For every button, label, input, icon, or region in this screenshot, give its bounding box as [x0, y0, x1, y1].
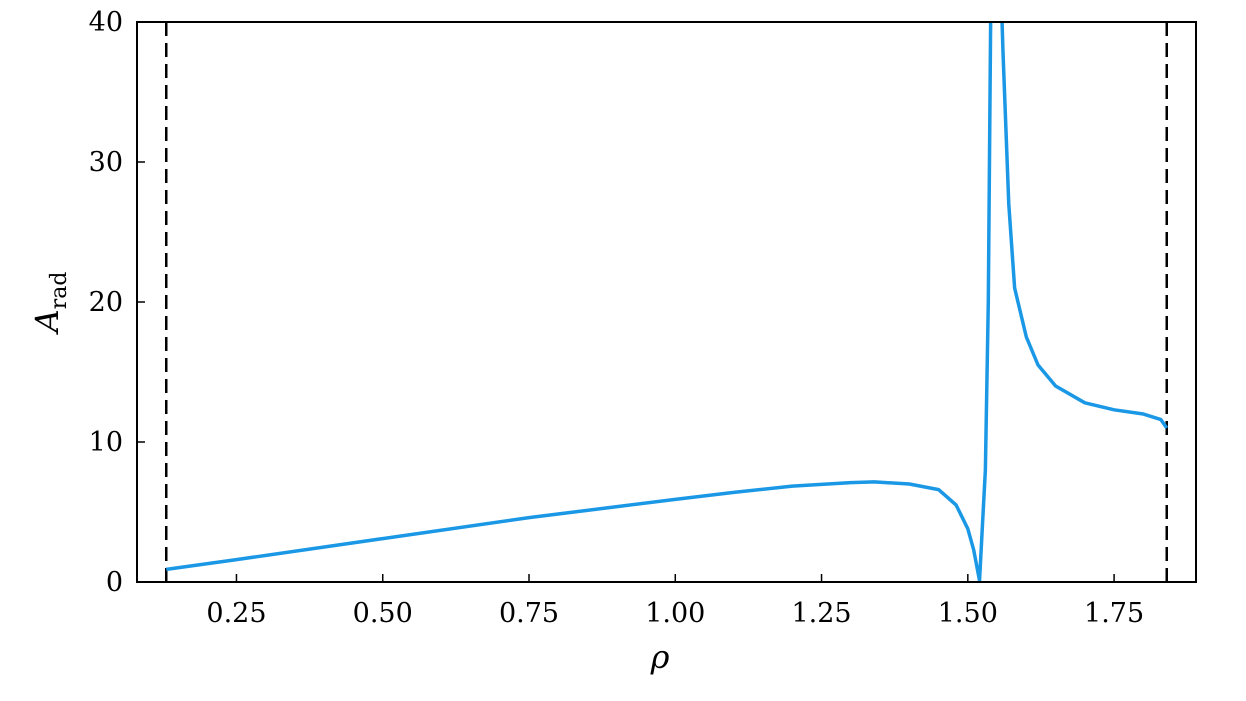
- axes-layer: [137, 21, 1115, 583]
- frame: [136, 21, 1197, 583]
- x-tick-label: 1.25: [791, 598, 851, 629]
- plot-area: [165, 22, 1169, 582]
- x-axis-label: ρ: [650, 638, 670, 676]
- y-tick-label: 40: [89, 7, 123, 38]
- y-axis-label-main: A: [28, 309, 66, 335]
- x-tick-label: 1.00: [645, 598, 705, 629]
- data-line: [166, 22, 1169, 582]
- y-tick-label: 10: [89, 427, 123, 458]
- x-tick-label: 1.75: [1084, 598, 1144, 629]
- x-tick-label: 0.25: [206, 598, 266, 629]
- y-tick-label: 20: [89, 287, 123, 318]
- y-axis-label-sub: rad: [47, 272, 72, 310]
- x-tick-label: 1.50: [938, 598, 998, 629]
- y-axis-label: Arad: [28, 272, 72, 336]
- y-tick-label: 0: [106, 567, 123, 598]
- y-tick-label: 30: [89, 147, 123, 178]
- x-tick-label: 0.75: [499, 598, 559, 629]
- x-tick-label: 0.50: [353, 598, 413, 629]
